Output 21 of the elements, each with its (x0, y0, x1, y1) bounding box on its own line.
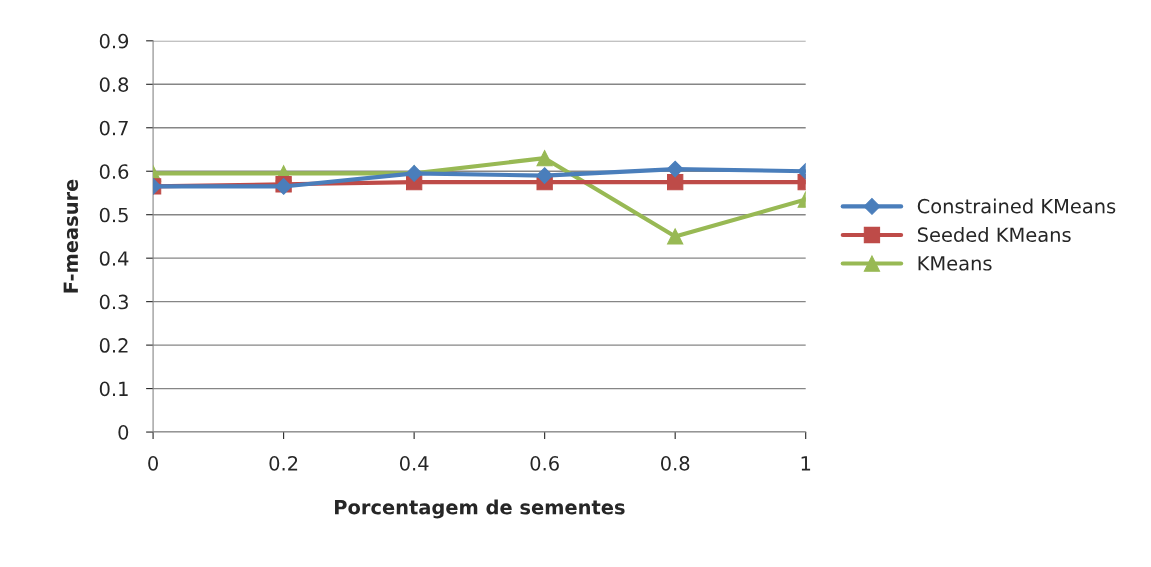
x-tick-label: 0 (148, 456, 158, 471)
x-tick-label: 0.8 (661, 456, 690, 471)
x-tick-label: 0.2 (269, 456, 298, 471)
y-axis-title: F-measure (63, 179, 79, 293)
y-tick-label: 0.9 (99, 33, 129, 49)
x-tick-label: 1 (801, 456, 811, 471)
legend-label: KMeans (918, 256, 992, 271)
y-tick-label: 0.6 (99, 164, 129, 179)
x-tick-label: 0.4 (399, 456, 429, 471)
y-tick-label: 0.8 (99, 77, 129, 92)
y-tick-label: 0.1 (99, 381, 128, 397)
x-axis-title: Porcentagem de sementes (335, 499, 625, 519)
y-tick-label: 0.3 (99, 294, 128, 310)
legend-label: Constrained KMeans (917, 198, 1116, 214)
y-tick-label: 0.5 (99, 207, 128, 223)
y-tick-label: 0 (118, 425, 129, 440)
y-tick-label: 0.2 (99, 338, 128, 353)
legend-label: Seeded KMeans (917, 227, 1071, 243)
y-tick-label: 0.4 (99, 251, 129, 266)
x-tick-label: 0.6 (530, 456, 559, 471)
y-tick-label: 0.7 (99, 120, 128, 136)
